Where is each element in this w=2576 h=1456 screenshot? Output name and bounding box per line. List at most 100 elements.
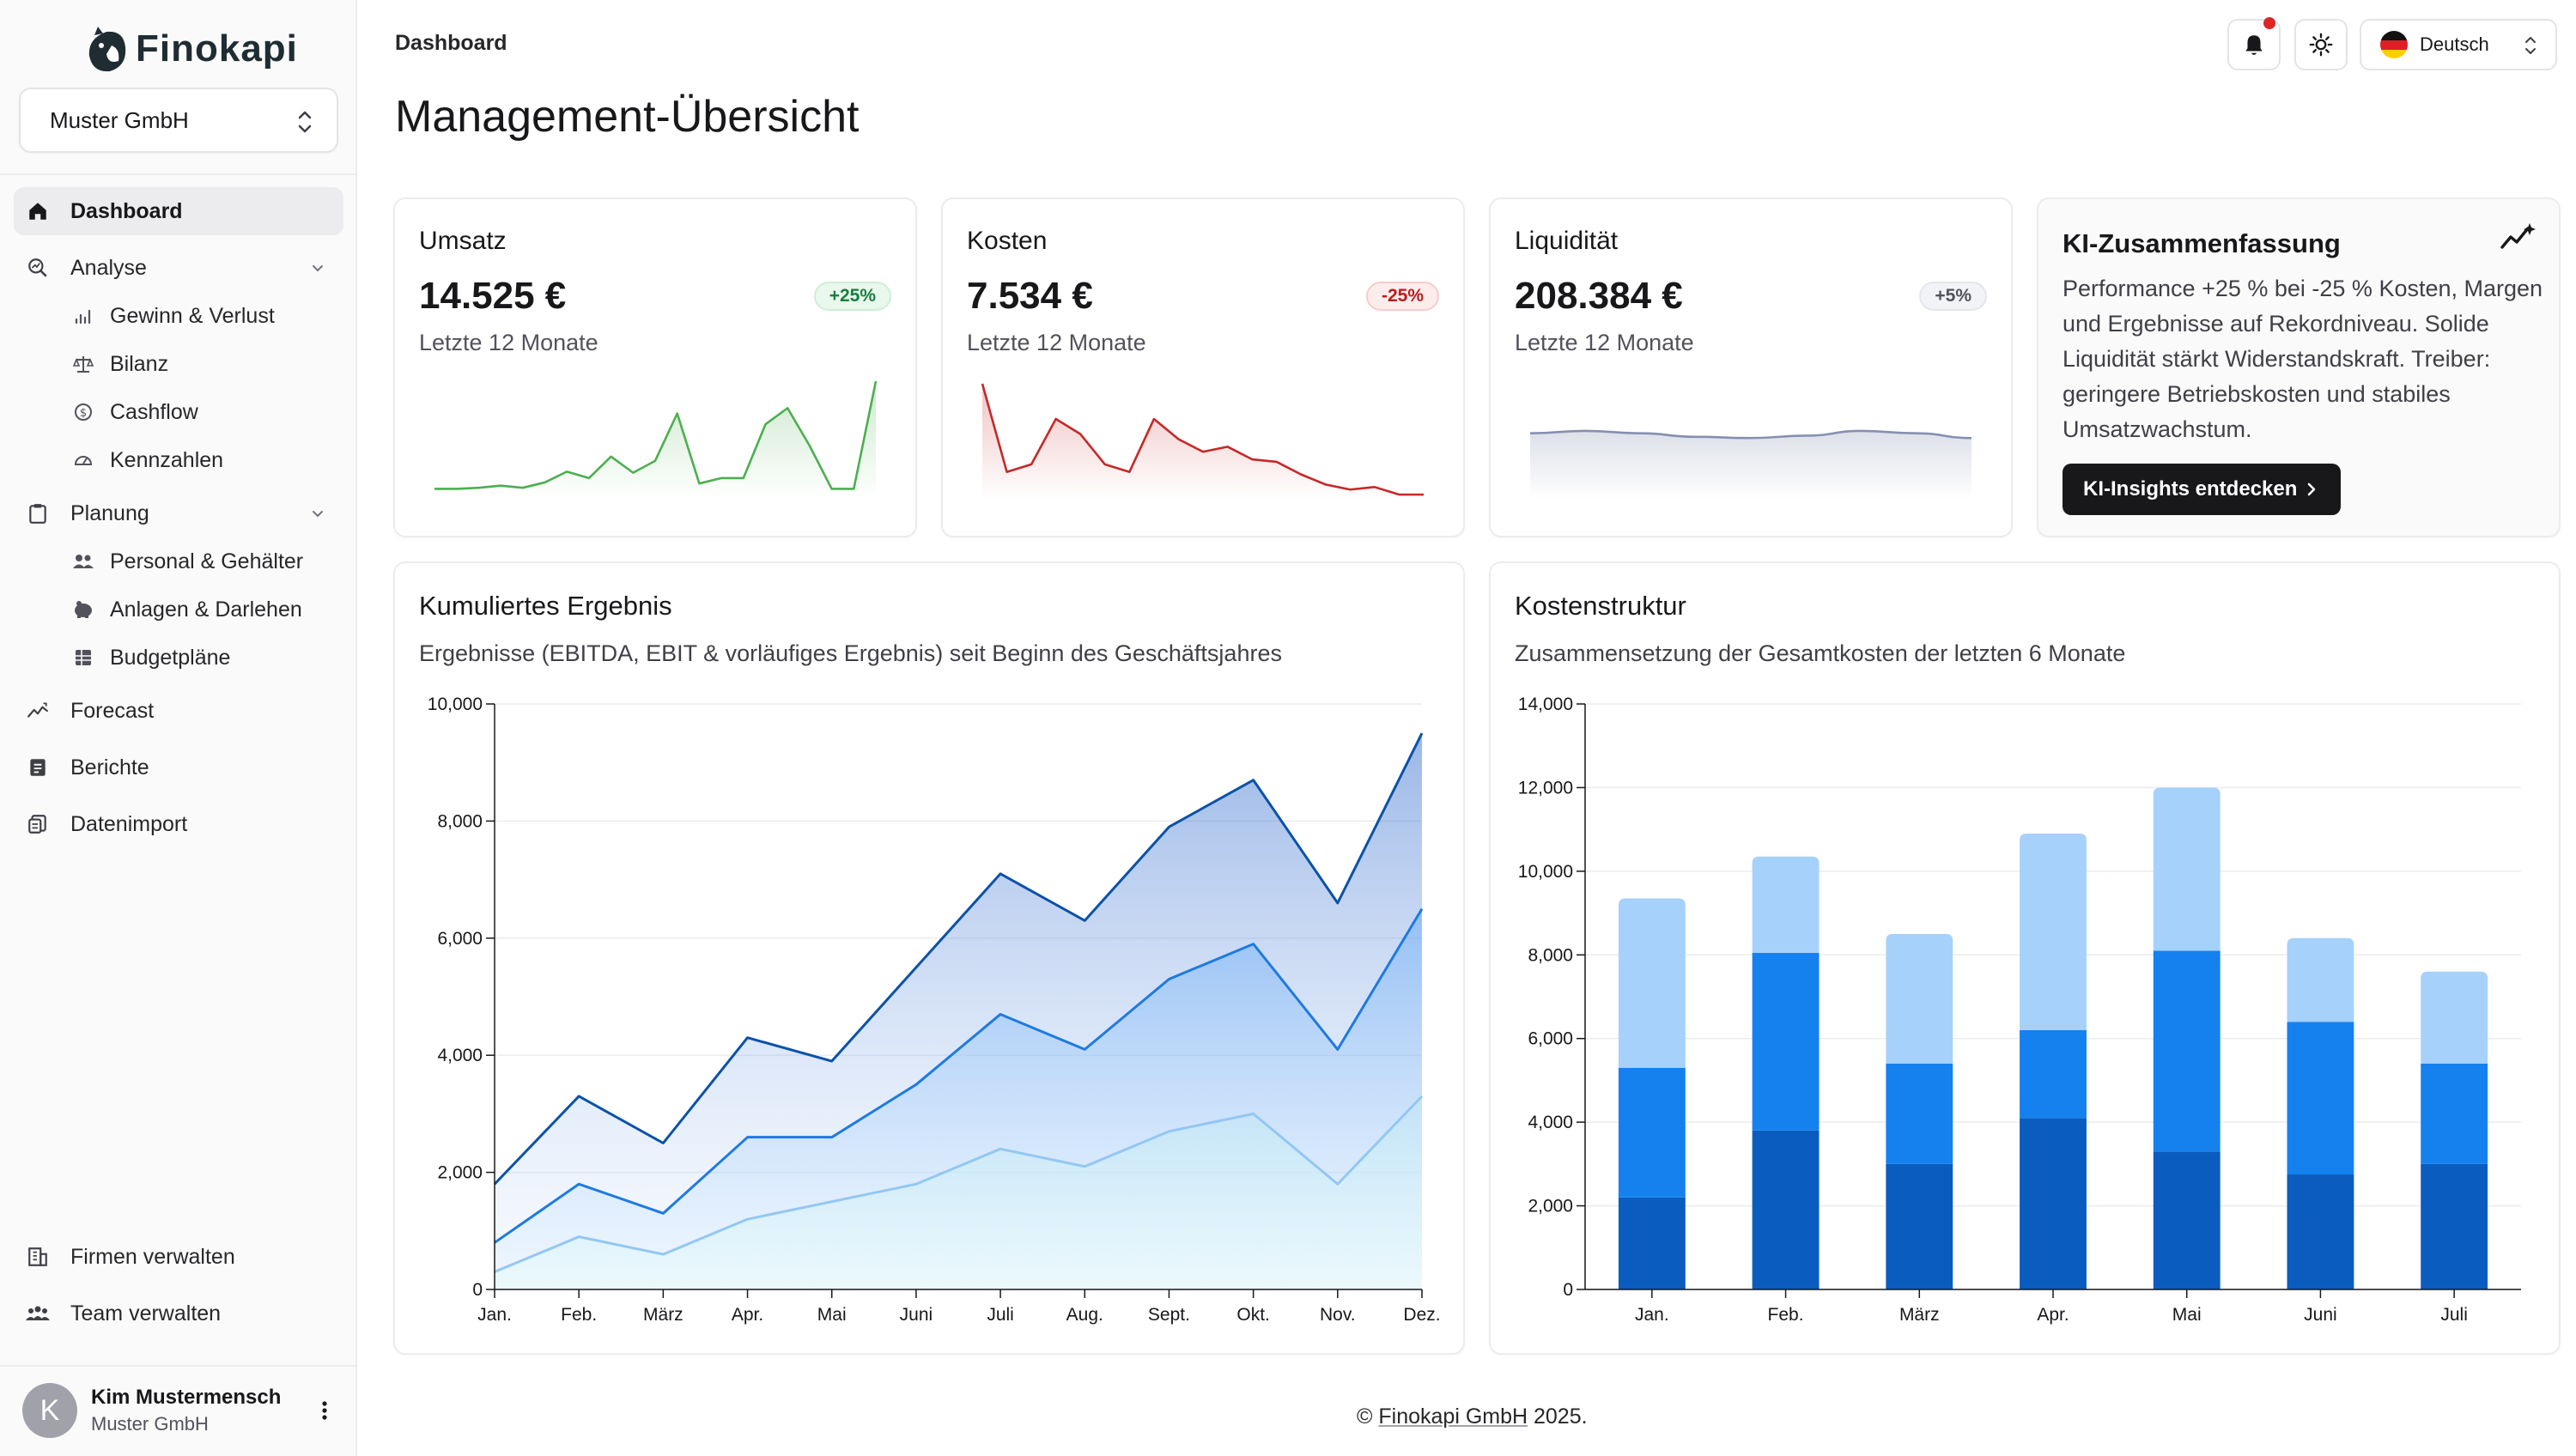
sidebar-divider: [0, 1365, 357, 1367]
company-select[interactable]: Muster GmbH: [19, 88, 338, 153]
ai-summary-card: KI-Zusammenfassung Performance +25 % bei…: [2037, 197, 2561, 537]
bar-segment: [2421, 1163, 2488, 1289]
team-icon: [26, 1301, 50, 1326]
bar-segment: [1752, 1130, 1820, 1289]
sidebar-subitem-cashflow[interactable]: $ Cashflow: [14, 388, 343, 436]
sidebar-item-dashboard[interactable]: Dashboard: [14, 187, 343, 235]
sidebar-item-team-verwalten[interactable]: Team verwalten: [14, 1289, 343, 1338]
cashflow-icon: $: [72, 401, 94, 423]
y-tick-label: 4,000: [1528, 1113, 1573, 1132]
y-tick-label: 8,000: [437, 811, 483, 831]
x-tick-label: Mai: [2172, 1305, 2202, 1325]
kpi-card-umsatz: Umsatz 14.525 € +25% Letzte 12 Monate: [393, 197, 917, 537]
bar-segment: [1886, 1063, 1953, 1164]
kpi-value: 14.525 €: [419, 275, 567, 317]
app-logo[interactable]: Finokapi: [86, 21, 298, 77]
chevron-down-icon[interactable]: [307, 258, 328, 278]
series-line: [494, 1095, 1424, 1273]
sidebar-item-planung[interactable]: Planung: [14, 489, 343, 537]
y-tick-label: 0: [1563, 1280, 1573, 1300]
x-tick-label: Apr.: [732, 1305, 763, 1325]
chevron-up-down-icon: [2525, 37, 2536, 54]
sidebar-item-firmen-verwalten[interactable]: Firmen verwalten: [14, 1233, 343, 1281]
import-icon: [26, 812, 50, 836]
sidebar-item-analyse[interactable]: Analyse: [14, 244, 343, 292]
chart-title: Kostenstruktur: [1515, 591, 1686, 621]
sidebar-subitem-bilanz[interactable]: Bilanz: [14, 340, 343, 388]
y-tick-label: 10,000: [428, 695, 483, 714]
chevron-right-icon: [2307, 482, 2316, 496]
trend-badge: +25%: [813, 282, 891, 311]
sidebar-divider: [0, 173, 357, 175]
bell-icon: [2245, 35, 2263, 55]
sidebar-item-label: Datenimport: [70, 811, 188, 836]
sidebar-item-label: Budgetpläne: [110, 645, 231, 670]
chevron-up-down-icon: [298, 111, 312, 133]
sparkline-area: [1530, 430, 1971, 500]
sidebar-item-label: Cashflow: [110, 399, 198, 424]
sidebar-item-label: Gewinn & Verlust: [110, 303, 275, 328]
language-select[interactable]: Deutsch: [2360, 19, 2557, 70]
report-icon: [26, 755, 50, 780]
kpi-value: 208.384 €: [1515, 275, 1683, 317]
bar-segment: [1752, 856, 1820, 953]
series-area: [495, 1095, 1422, 1289]
piggy-bank-icon: [72, 598, 94, 621]
breadcrumb[interactable]: Dashboard: [395, 31, 507, 55]
bar-segment: [2421, 971, 2488, 1064]
trend-icon: [26, 699, 50, 723]
bar-segment: [2153, 787, 2221, 951]
sidebar-item-berichte[interactable]: Berichte: [14, 743, 343, 792]
series-line: [493, 732, 1424, 1186]
x-tick-label: Juni: [2304, 1305, 2337, 1325]
y-tick-label: 12,000: [1518, 778, 1573, 798]
kpi-subtitle: Letzte 12 Monate: [1515, 330, 1694, 355]
user-company: Muster GmbH: [91, 1413, 209, 1435]
x-tick-label: Okt.: [1236, 1305, 1270, 1325]
sidebar-item-label: Analyse: [70, 255, 147, 280]
ai-insights-button[interactable]: KI-Insights entdecken: [2063, 464, 2341, 515]
x-tick-label: Juli: [2440, 1305, 2468, 1325]
user-info: Kim Mustermensch Muster GmbH: [91, 1386, 281, 1435]
germany-flag-icon: [2380, 31, 2408, 58]
sidebar-subitem-budgetplaene[interactable]: Budgetpläne: [14, 634, 343, 682]
chevron-down-icon[interactable]: [307, 503, 328, 524]
building-icon: [26, 1245, 50, 1269]
sidebar-item-label: Personal & Gehälter: [110, 549, 304, 573]
x-tick-label: Juli: [987, 1305, 1014, 1325]
page-title: Management-Übersicht: [395, 92, 860, 142]
chart-subtitle: Zusammensetzung der Gesamtkosten der let…: [1515, 640, 2126, 666]
theme-toggle-button[interactable]: [2294, 19, 2348, 70]
footer-year: 2025.: [1528, 1404, 1588, 1429]
notifications-button[interactable]: [2227, 17, 2281, 70]
sidebar-subitem-personal[interactable]: Personal & Gehälter: [14, 537, 343, 585]
sidebar-item-datenimport[interactable]: Datenimport: [14, 800, 343, 848]
footer-company-link[interactable]: Finokapi GmbH: [1378, 1404, 1528, 1429]
sidebar-item-label: Bilanz: [110, 351, 169, 376]
y-tick-label: 2,000: [1528, 1197, 1573, 1216]
x-tick-label: Jan.: [477, 1305, 512, 1325]
more-vertical-icon[interactable]: [319, 1399, 330, 1422]
language-value: Deutsch: [2420, 33, 2489, 55]
avatar: K: [22, 1383, 77, 1438]
notification-dot: [2263, 17, 2275, 29]
main-nav: Dashboard Analyse Gewinn & Verlust Bilan…: [14, 187, 343, 857]
bar-segment: [2020, 1118, 2087, 1289]
sidebar-subitem-kennzahlen[interactable]: Kennzahlen: [14, 436, 343, 484]
chart-subtitle: Ergebnisse (EBITDA, EBIT & vorläufiges E…: [419, 640, 1282, 666]
x-tick-label: Juni: [900, 1305, 933, 1325]
kpi-title: Liquidität: [1515, 227, 1619, 255]
x-tick-label: Aug.: [1066, 1305, 1103, 1325]
user-profile[interactable]: K Kim Mustermensch Muster GmbH: [22, 1382, 340, 1439]
footer: © Finokapi GmbH 2025.: [1357, 1404, 1588, 1429]
x-tick-label: Feb.: [1768, 1305, 1804, 1325]
x-tick-label: Feb.: [561, 1305, 597, 1325]
sidebar-subitem-gewinn-verlust[interactable]: Gewinn & Verlust: [14, 292, 343, 340]
sidebar-item-label: Team verwalten: [70, 1301, 222, 1326]
bar-segment: [2020, 834, 2087, 1030]
sidebar-item-forecast[interactable]: Forecast: [14, 687, 343, 735]
bar-segment: [2153, 1151, 2221, 1289]
sparkline-line: [981, 383, 1424, 496]
sidebar-subitem-anlagen[interactable]: Anlagen & Darlehen: [14, 585, 343, 634]
series-line: [494, 907, 1424, 1244]
